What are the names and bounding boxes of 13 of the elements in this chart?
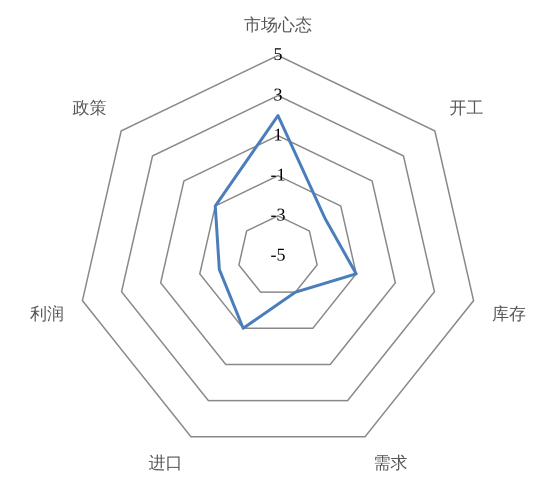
y-tick-label: 5 — [274, 44, 282, 64]
y-tick-label: -1 — [270, 164, 286, 184]
y-tick-label: -5 — [270, 244, 286, 265]
spoke-label: 开工 — [450, 98, 484, 118]
spoke-label: 市场心态 — [244, 16, 312, 35]
y-tick-label: 1 — [274, 124, 282, 144]
spoke-label: 利润 — [30, 304, 64, 324]
y-tick-label: 3 — [274, 84, 282, 104]
y-tick-label: -3 — [270, 204, 286, 225]
spoke-label: 政策 — [72, 98, 106, 118]
spoke-label: 库存 — [492, 304, 526, 324]
spoke-label: 需求 — [373, 454, 408, 473]
spoke-label: 进口 — [148, 454, 183, 473]
